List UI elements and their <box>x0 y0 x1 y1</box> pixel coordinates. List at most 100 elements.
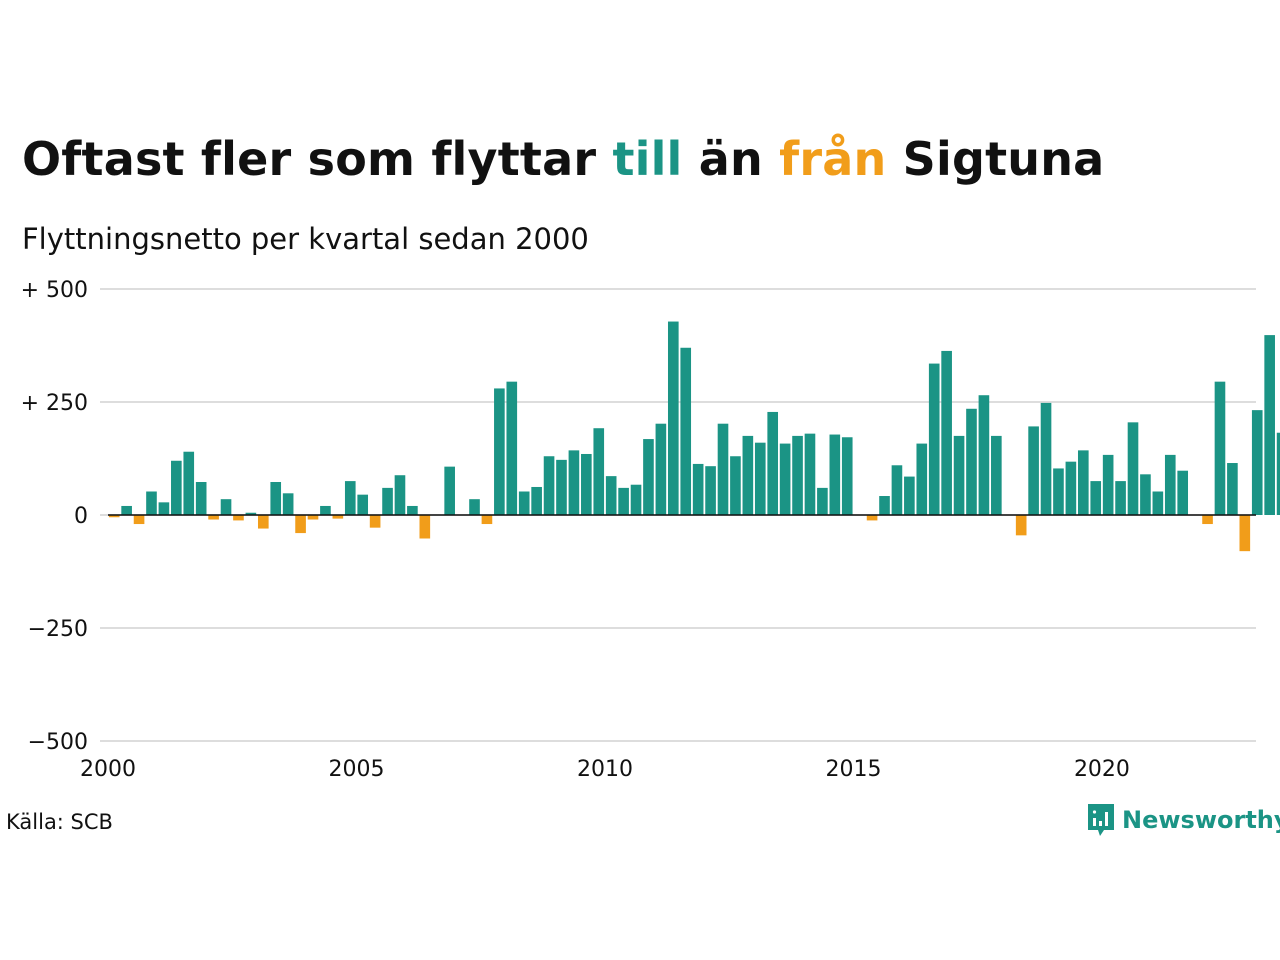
bar-quarter-49 <box>717 423 729 515</box>
bar-quarter-50 <box>730 456 741 515</box>
bar-quarter-43 <box>643 439 654 515</box>
bar-quarter-32 <box>506 381 518 515</box>
bar-quarter-39 <box>593 428 605 515</box>
bar-quarter-36 <box>556 459 567 515</box>
bar-quarter-94 <box>1276 432 1280 515</box>
bar-quarter-58 <box>829 434 841 515</box>
bar-quarter-2 <box>133 515 145 525</box>
bar-quarter-15 <box>295 515 306 534</box>
bar-quarter-62 <box>879 496 890 515</box>
x-tick-label: 2000 <box>80 757 136 782</box>
source-note: Källa: SCB <box>6 810 113 834</box>
x-tick-label: 2005 <box>328 757 384 782</box>
y-tick-label: + 250 <box>21 391 88 416</box>
y-tick-label: 0 <box>74 504 88 529</box>
bar-quarter-24 <box>407 505 418 515</box>
bar-quarter-16 <box>307 515 319 520</box>
bar-quarter-41 <box>618 487 629 515</box>
title-part-1: Oftast fler som flyttar <box>22 132 613 186</box>
bar-quarter-37 <box>568 450 580 515</box>
bar-quarter-21 <box>369 515 381 528</box>
bar-quarter-68 <box>953 435 965 515</box>
bar-quarter-7 <box>195 482 207 515</box>
bar-quarter-22 <box>382 487 393 515</box>
logo-text: Newsworthy <box>1122 806 1280 834</box>
bar-quarter-70 <box>978 395 990 515</box>
bar-quarter-17 <box>320 505 331 515</box>
bar-quarter-93 <box>1264 335 1275 515</box>
x-tick-label: 2020 <box>1074 757 1130 782</box>
bar-quarter-85 <box>1164 454 1176 515</box>
bar-quarter-48 <box>705 466 716 515</box>
bar-quarter-80 <box>1102 454 1114 515</box>
bar-quarter-67 <box>941 350 952 515</box>
bar-quarter-76 <box>1053 468 1064 515</box>
bar-quarter-73 <box>1015 515 1027 536</box>
bar-quarter-33 <box>518 491 530 515</box>
bar-quarter-5 <box>171 460 182 515</box>
bar-quarter-6 <box>183 451 195 515</box>
bar-quarter-14 <box>282 493 294 515</box>
y-tick-label: + 500 <box>21 278 88 303</box>
bar-quarter-86 <box>1177 470 1189 515</box>
bar-quarter-31 <box>494 388 505 515</box>
bar-quarter-4 <box>158 502 170 515</box>
bar-quarter-54 <box>779 443 791 515</box>
title-part-3: Sigtuna <box>886 132 1105 186</box>
bar-quarter-27 <box>444 466 455 515</box>
bar-quarter-71 <box>991 435 1002 515</box>
bar-quarter-89 <box>1214 381 1226 515</box>
bar-quarter-12 <box>257 515 269 529</box>
bar-quarter-83 <box>1140 474 1151 515</box>
bar-quarter-35 <box>543 456 555 515</box>
bar-quarter-46 <box>680 347 692 515</box>
bar-quarter-65 <box>916 443 928 515</box>
bar-quarter-84 <box>1152 491 1164 515</box>
bar-quarter-18 <box>332 515 344 519</box>
bar-quarter-79 <box>1090 481 1102 515</box>
bar-quarter-75 <box>1040 402 1052 515</box>
newsworthy-logo: Newsworthy <box>1086 802 1280 838</box>
bar-quarter-10 <box>233 515 244 521</box>
bar-quarter-82 <box>1127 422 1139 515</box>
title-word-from: från <box>779 132 887 186</box>
bar-quarter-34 <box>531 486 542 515</box>
x-tick-label: 2015 <box>825 757 881 782</box>
bar-quarter-66 <box>928 363 940 515</box>
bar-quarter-30 <box>481 515 493 525</box>
bar-quarter-55 <box>792 435 803 515</box>
bar-quarter-47 <box>692 463 704 515</box>
bar-quarter-0 <box>108 515 120 518</box>
bar-quarter-81 <box>1115 481 1126 515</box>
bars <box>108 321 1280 552</box>
bar-quarter-45 <box>667 321 679 515</box>
chart-subtitle: Flyttningsnetto per kvartal sedan 2000 <box>22 222 589 256</box>
bar-quarter-57 <box>817 487 828 515</box>
y-tick-label: −500 <box>28 730 88 755</box>
bar-quarter-92 <box>1251 410 1263 515</box>
bar-quarter-90 <box>1227 463 1238 515</box>
title-part-2: än <box>682 132 780 186</box>
bar-quarter-51 <box>742 435 754 515</box>
chart-title: Oftast fler som flyttar till än från Sig… <box>22 132 1104 186</box>
y-tick-label: −250 <box>28 617 88 642</box>
bar-quarter-78 <box>1077 450 1089 515</box>
bar-quarter-25 <box>419 515 431 539</box>
x-tick-label: 2010 <box>577 757 633 782</box>
bar-quarter-29 <box>469 499 480 515</box>
bar-quarter-42 <box>630 484 642 515</box>
bar-quarter-38 <box>581 453 592 515</box>
bar-quarter-91 <box>1239 515 1251 552</box>
bar-quarter-9 <box>220 499 232 515</box>
bar-quarter-64 <box>904 476 915 515</box>
bar-quarter-3 <box>146 491 157 515</box>
bar-quarter-53 <box>767 411 779 515</box>
bar-quarter-11 <box>245 512 257 515</box>
bar-quarter-69 <box>966 408 977 515</box>
bar-quarter-13 <box>270 482 282 515</box>
chart-bubble-icon <box>1088 804 1114 836</box>
bar-quarter-20 <box>357 494 369 515</box>
bar-quarter-56 <box>804 433 816 515</box>
